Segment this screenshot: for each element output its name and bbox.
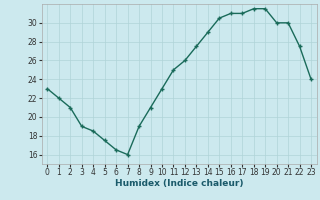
X-axis label: Humidex (Indice chaleur): Humidex (Indice chaleur) — [115, 179, 244, 188]
